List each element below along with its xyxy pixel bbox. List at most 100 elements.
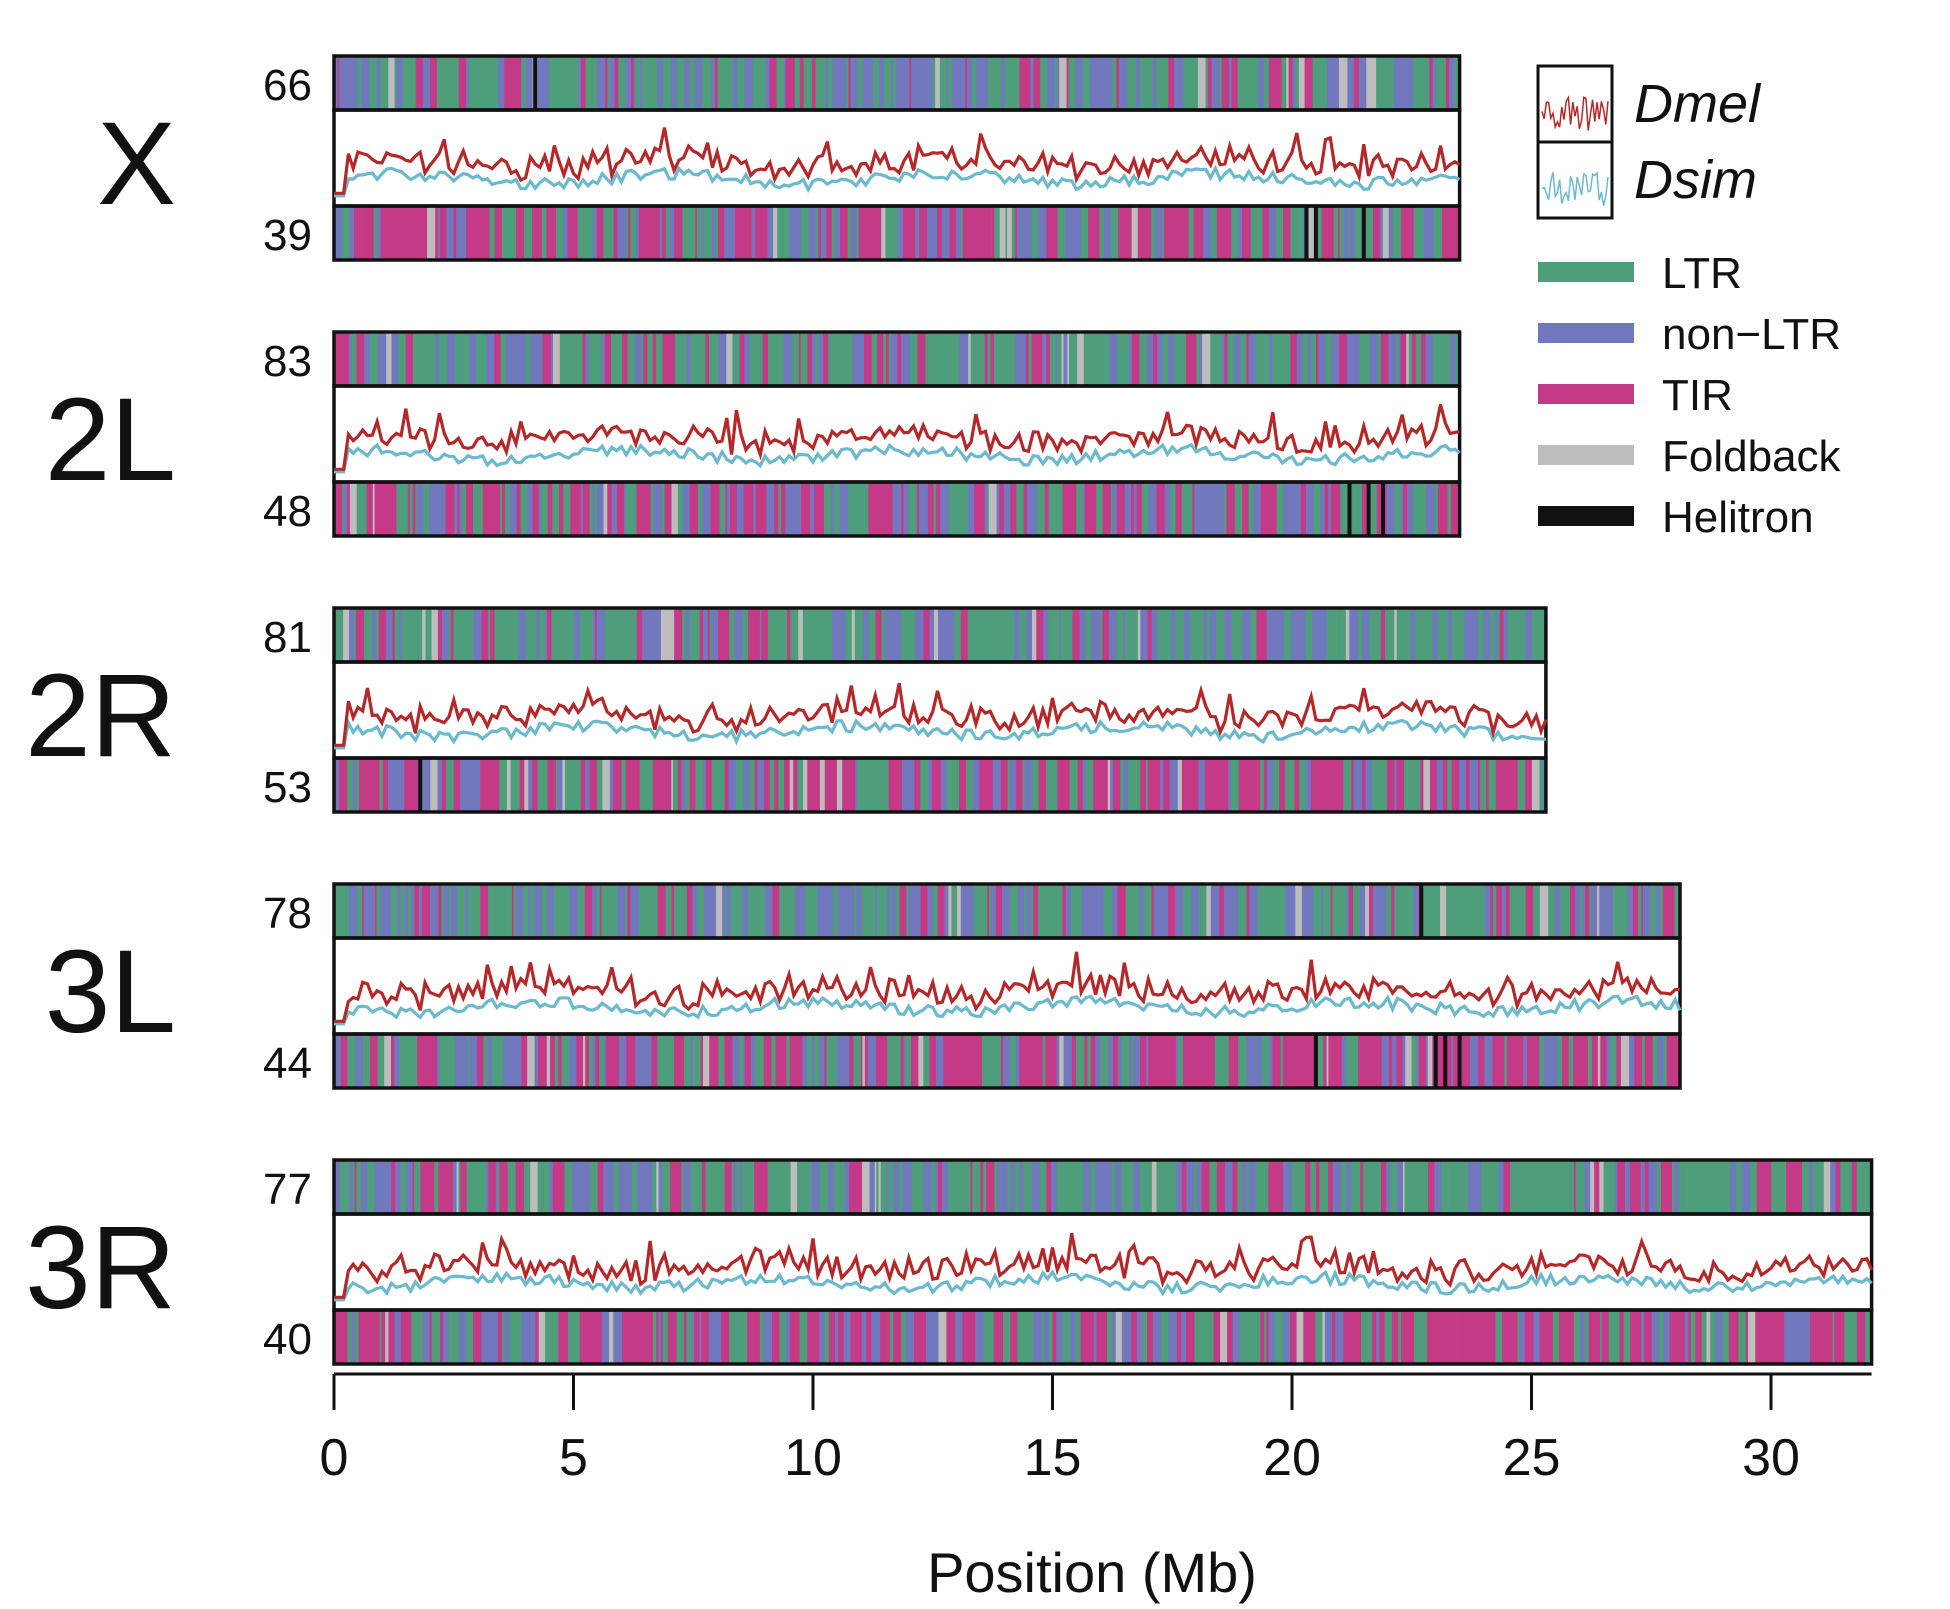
te-stripe	[1077, 758, 1084, 812]
te-stripe	[609, 56, 616, 110]
te-stripe	[743, 482, 751, 536]
te-stripe	[1402, 56, 1411, 110]
te-stripe	[1449, 56, 1452, 110]
te-stripe	[583, 1034, 586, 1088]
te-stripe	[1640, 1160, 1646, 1214]
te-stripe	[1014, 332, 1024, 386]
te-stripe	[404, 884, 409, 938]
te-stripe	[1337, 482, 1341, 536]
te-stripe	[1232, 1310, 1238, 1364]
te-stripe	[1237, 884, 1247, 938]
te-stripe	[452, 1160, 457, 1214]
te-stripe	[1522, 884, 1526, 938]
te-stripe	[653, 482, 657, 536]
te-stripe	[1398, 56, 1403, 110]
te-stripe	[864, 1034, 869, 1088]
te-stripe	[1196, 332, 1200, 386]
te-stripe	[371, 608, 377, 662]
te-stripe	[1057, 884, 1063, 938]
te-stripe	[877, 332, 884, 386]
te-stripe	[1802, 1160, 1805, 1214]
te-stripe	[1084, 482, 1090, 536]
te-stripe	[546, 1034, 551, 1088]
te-stripe	[656, 1160, 659, 1214]
te-stripe	[381, 482, 390, 536]
te-stripe	[1246, 1034, 1255, 1088]
te-stripe	[348, 332, 352, 386]
te-stripe	[806, 1034, 813, 1088]
te-stripe	[692, 884, 695, 938]
te-stripe	[1050, 758, 1058, 812]
te-stripe	[410, 608, 416, 662]
te-stripe	[819, 758, 826, 812]
te-stripe	[1188, 758, 1193, 812]
te-stripe	[949, 1034, 954, 1088]
te-stripe	[1253, 56, 1259, 110]
te-stripe	[1198, 884, 1207, 938]
te-stripe	[1851, 1160, 1858, 1214]
te-stripe	[1587, 1034, 1593, 1088]
te-stripe	[1394, 758, 1398, 812]
te-stripe	[1107, 1310, 1113, 1364]
te-stripe	[914, 758, 921, 812]
te-stripe	[1183, 56, 1191, 110]
te-stripe	[1519, 1310, 1526, 1364]
te-stripe	[1246, 332, 1249, 386]
te-stripe	[718, 608, 722, 662]
te-stripe	[821, 482, 825, 536]
te-stripe	[1226, 482, 1236, 536]
te-stripe	[580, 884, 586, 938]
te-stripe	[402, 56, 409, 110]
te-stripe	[743, 758, 750, 812]
te-stripe	[1335, 1310, 1344, 1364]
te-stripe	[973, 884, 980, 938]
te-stripe	[1133, 1160, 1141, 1214]
te-stripe	[370, 884, 376, 938]
te-stripe	[674, 608, 683, 662]
te-stripe	[388, 56, 395, 110]
legend-te-class: Foldback	[1538, 432, 1842, 481]
te-stripe	[1664, 884, 1673, 938]
te-stripe	[351, 332, 357, 386]
te-stripe	[1365, 332, 1371, 386]
te-stripe	[448, 1310, 455, 1364]
te-stripe	[1154, 608, 1158, 662]
te-stripe	[603, 1160, 611, 1214]
te-stripe	[1168, 332, 1175, 386]
te-stripe	[354, 1160, 357, 1214]
te-stripe	[605, 1034, 612, 1088]
te-stripe	[1520, 608, 1526, 662]
te-stripe	[1650, 884, 1657, 938]
te-stripe	[342, 1310, 348, 1364]
te-stripe	[534, 1034, 539, 1088]
te-stripe	[495, 1160, 498, 1214]
te-stripe	[811, 1160, 820, 1214]
te-stripe	[1644, 1160, 1649, 1214]
te-stripe	[1446, 884, 1453, 938]
te-stripe	[1122, 332, 1127, 386]
te-stripe	[1262, 332, 1270, 386]
te-stripe	[727, 482, 731, 536]
te-stripe	[516, 1310, 523, 1364]
te-stripe	[681, 884, 688, 938]
te-stripe	[1325, 206, 1335, 260]
te-stripe	[1030, 884, 1034, 938]
te-stripe	[519, 332, 526, 386]
te-stripe	[1321, 884, 1324, 938]
te-stripe	[1160, 758, 1164, 812]
te-stripe	[482, 482, 492, 536]
te-stripe	[1485, 1310, 1491, 1364]
te-stripe	[1708, 1160, 1716, 1214]
te-stripe	[1431, 206, 1434, 260]
te-stripe	[1055, 332, 1058, 386]
te-stripe	[961, 1034, 966, 1088]
te-stripe	[642, 56, 650, 110]
te-stripe	[481, 1310, 491, 1364]
te-stripe	[1616, 1034, 1622, 1088]
te-stripe	[901, 56, 910, 110]
te-stripe	[532, 758, 535, 812]
te-stripe	[1112, 608, 1115, 662]
te-stripe	[763, 1310, 773, 1364]
te-stripe	[1432, 56, 1436, 110]
